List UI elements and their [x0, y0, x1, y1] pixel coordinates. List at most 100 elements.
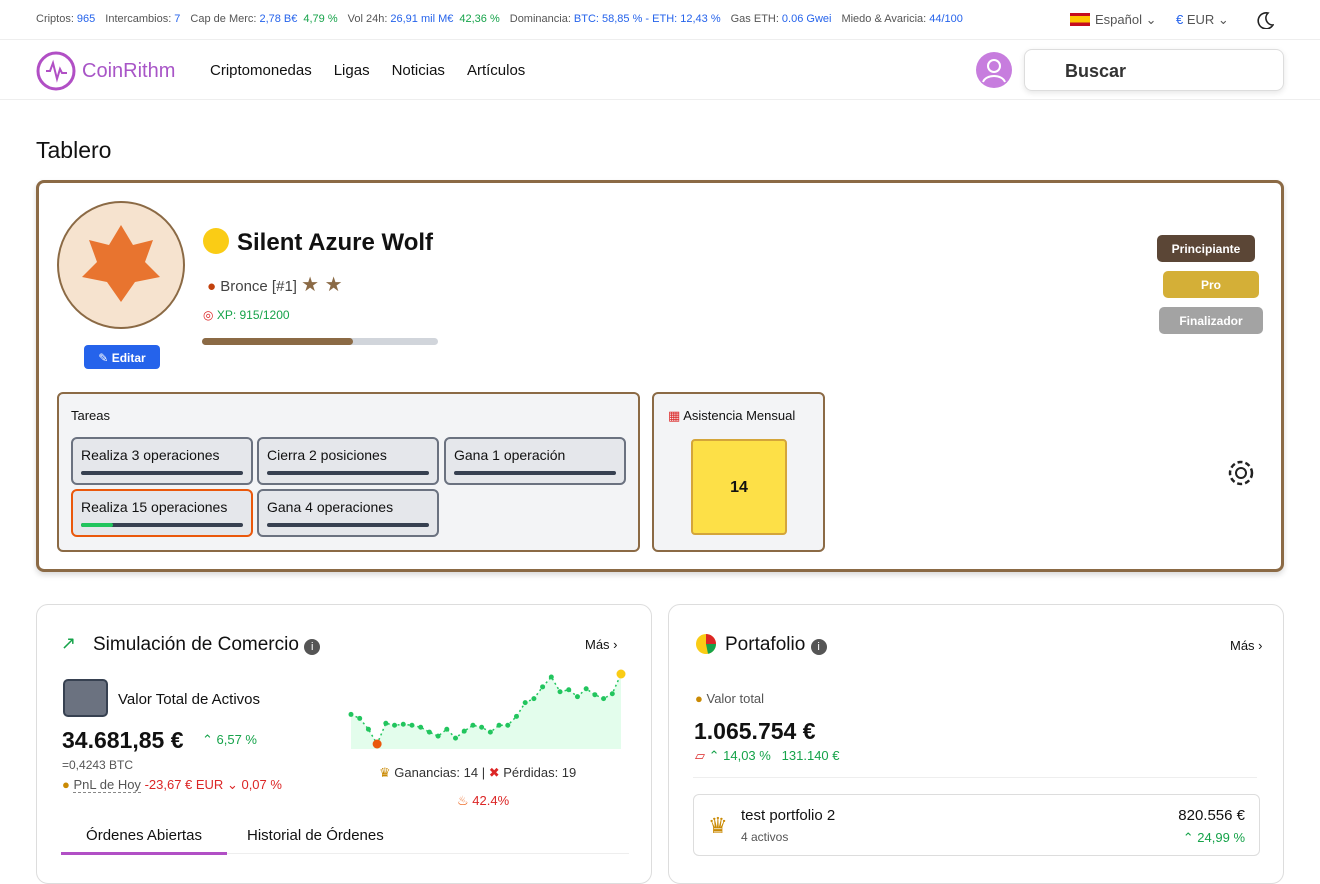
nav-link[interactable]: Criptomonedas — [210, 62, 312, 79]
stat-value: 2,78 B€ — [259, 13, 298, 25]
day: 14 — [730, 479, 748, 496]
item-name: test portfolio 2 — [741, 807, 836, 824]
title: Simulación de Comercio — [93, 634, 299, 655]
xp-track — [202, 338, 438, 345]
sparkline-point — [616, 669, 626, 679]
change: 14,03 % — [723, 748, 771, 763]
item-assets: 4 activos — [741, 830, 789, 844]
task-track — [81, 523, 243, 527]
pnl-label: PnL de Hoy — [73, 777, 141, 793]
nav-link[interactable]: Noticias — [391, 62, 445, 79]
tab-active[interactable]: Órdenes Abiertas — [61, 827, 227, 855]
badge[interactable]: Finalizador — [1159, 307, 1263, 334]
sparkline-point — [566, 687, 572, 693]
task-label: Realiza 15 operaciones — [81, 499, 228, 515]
stat-label: Miedo & Avaricia: — [841, 13, 927, 25]
badge[interactable]: Pro — [1163, 271, 1259, 298]
settings[interactable] — [1226, 458, 1256, 488]
sparkline — [348, 669, 626, 749]
attendance-title: ▦ Asistencia Mensual — [668, 408, 796, 423]
sparkline-point — [470, 722, 476, 728]
rank-label: Bronce [#1] — [220, 278, 297, 295]
task[interactable]: Gana 1 operación — [444, 437, 626, 485]
more-link[interactable]: Más › — [1230, 638, 1263, 653]
sparkline-point — [487, 729, 493, 735]
sparkline-point — [592, 692, 598, 698]
edit-label: Editar — [111, 351, 146, 365]
tasks-panel: Tareas Realiza 3 operaciones Cierra 2 pos… — [57, 392, 640, 552]
sparkline-point — [357, 715, 363, 721]
more-link[interactable]: Más › — [585, 637, 618, 652]
sparkline-point — [400, 721, 406, 727]
attendance-label: Asistencia Mensual — [683, 408, 796, 423]
name: Silent Azure Wolf — [237, 229, 434, 256]
stat-value: BTC: 58,85 % - ETH: 12,43 % — [573, 13, 721, 25]
sparkline-point — [609, 691, 615, 697]
change: 24,99 % — [1197, 830, 1245, 845]
logo[interactable] — [36, 51, 76, 91]
stat: Vol 24h: 26,91 mil M€ 42,36 % — [348, 13, 500, 25]
stat-value: 44/100 — [929, 13, 963, 25]
stat: Miedo & Avaricia: 44/100 — [841, 13, 962, 25]
pie-icon — [696, 634, 716, 654]
sparkline-point — [418, 724, 424, 730]
stat: Criptos: 965 — [36, 13, 95, 25]
task[interactable]: Gana 4 operaciones — [257, 489, 439, 537]
stat-label: Cap de Merc: — [190, 13, 257, 25]
sparkline-point — [348, 711, 354, 717]
stat-label: Intercambios: — [105, 13, 172, 25]
xp: ◎ XP: 915/1200 — [203, 308, 290, 322]
task[interactable]: Realiza 15 operaciones — [71, 489, 253, 537]
portfolio-card: Portafolio i Más › ● Valor total 1.065.7… — [668, 604, 1284, 884]
badge-label: Finalizador — [1179, 314, 1243, 328]
sparkline-point — [461, 728, 467, 734]
currency[interactable]: € EUR ⌄ — [1176, 12, 1229, 27]
trophy: ♛ — [708, 813, 728, 838]
badge[interactable]: Principiante — [1157, 235, 1255, 262]
sparkline-point — [409, 722, 415, 728]
profile-avatar — [57, 201, 185, 329]
nav-link[interactable]: Artículos — [466, 62, 526, 79]
sparkline-point — [479, 724, 485, 730]
stat: Gas ETH: 0.06 Gwei — [731, 13, 832, 25]
theme-toggle[interactable] — [1256, 11, 1274, 29]
stat-value: 0.06 Gwei — [781, 13, 832, 25]
stat-value: 965 — [76, 13, 96, 25]
sparkline-point — [392, 722, 398, 728]
sparkline-point — [453, 735, 459, 741]
sparkline-point — [557, 689, 563, 695]
language[interactable]: Español ⌄ — [1070, 12, 1157, 28]
stat: Intercambios: 7 — [105, 13, 180, 25]
edit-button[interactable]: ✎ Editar — [84, 345, 160, 369]
currency-label: EUR — [1186, 12, 1215, 27]
portfolio-title: Portafolio i — [725, 634, 827, 656]
language-label: Español — [1095, 12, 1142, 27]
item-change: ⌃ 24,99 % — [1182, 830, 1245, 845]
attendance-day[interactable]: 14 — [691, 439, 787, 535]
stat: Dominancia: BTC: 58,85 % - ETH: 12,43 % — [510, 13, 721, 25]
portfolio-item[interactable]: ♛ test portfolio 2 4 activos 820.556 € ⌃… — [693, 794, 1260, 856]
pnl: ● PnL de Hoy -23,67 € EUR ⌄ 0,07 % — [62, 777, 282, 793]
tabs-line — [61, 853, 629, 854]
tasks-title: Tareas — [71, 408, 111, 423]
tab[interactable]: Historial de Órdenes — [247, 827, 384, 844]
win-rate: ♨ 42.4% — [457, 793, 510, 808]
sparkline-point — [513, 713, 519, 719]
nav-link[interactable]: Ligas — [333, 62, 370, 79]
sparkline-point — [383, 720, 389, 726]
task[interactable]: Realiza 3 operaciones — [71, 437, 253, 485]
task[interactable]: Cierra 2 posiciones — [257, 437, 439, 485]
safe-icon — [63, 679, 108, 717]
stat-change: 42,36 % — [459, 13, 500, 25]
avatar[interactable] — [975, 51, 1013, 89]
profile-name: Silent Azure Wolf — [203, 228, 433, 257]
sparkline-point — [574, 694, 580, 700]
losses: Pérdidas: 19 — [503, 765, 577, 780]
badge-label: Principiante — [1171, 242, 1241, 256]
stat-label: Dominancia: — [509, 13, 571, 25]
total-change: ⌃ 6,57 % — [202, 732, 257, 747]
task-progress — [81, 523, 114, 527]
brand[interactable]: CoinRithm — [82, 60, 176, 82]
task-track — [267, 523, 429, 527]
search[interactable]: Buscar — [1024, 49, 1284, 91]
